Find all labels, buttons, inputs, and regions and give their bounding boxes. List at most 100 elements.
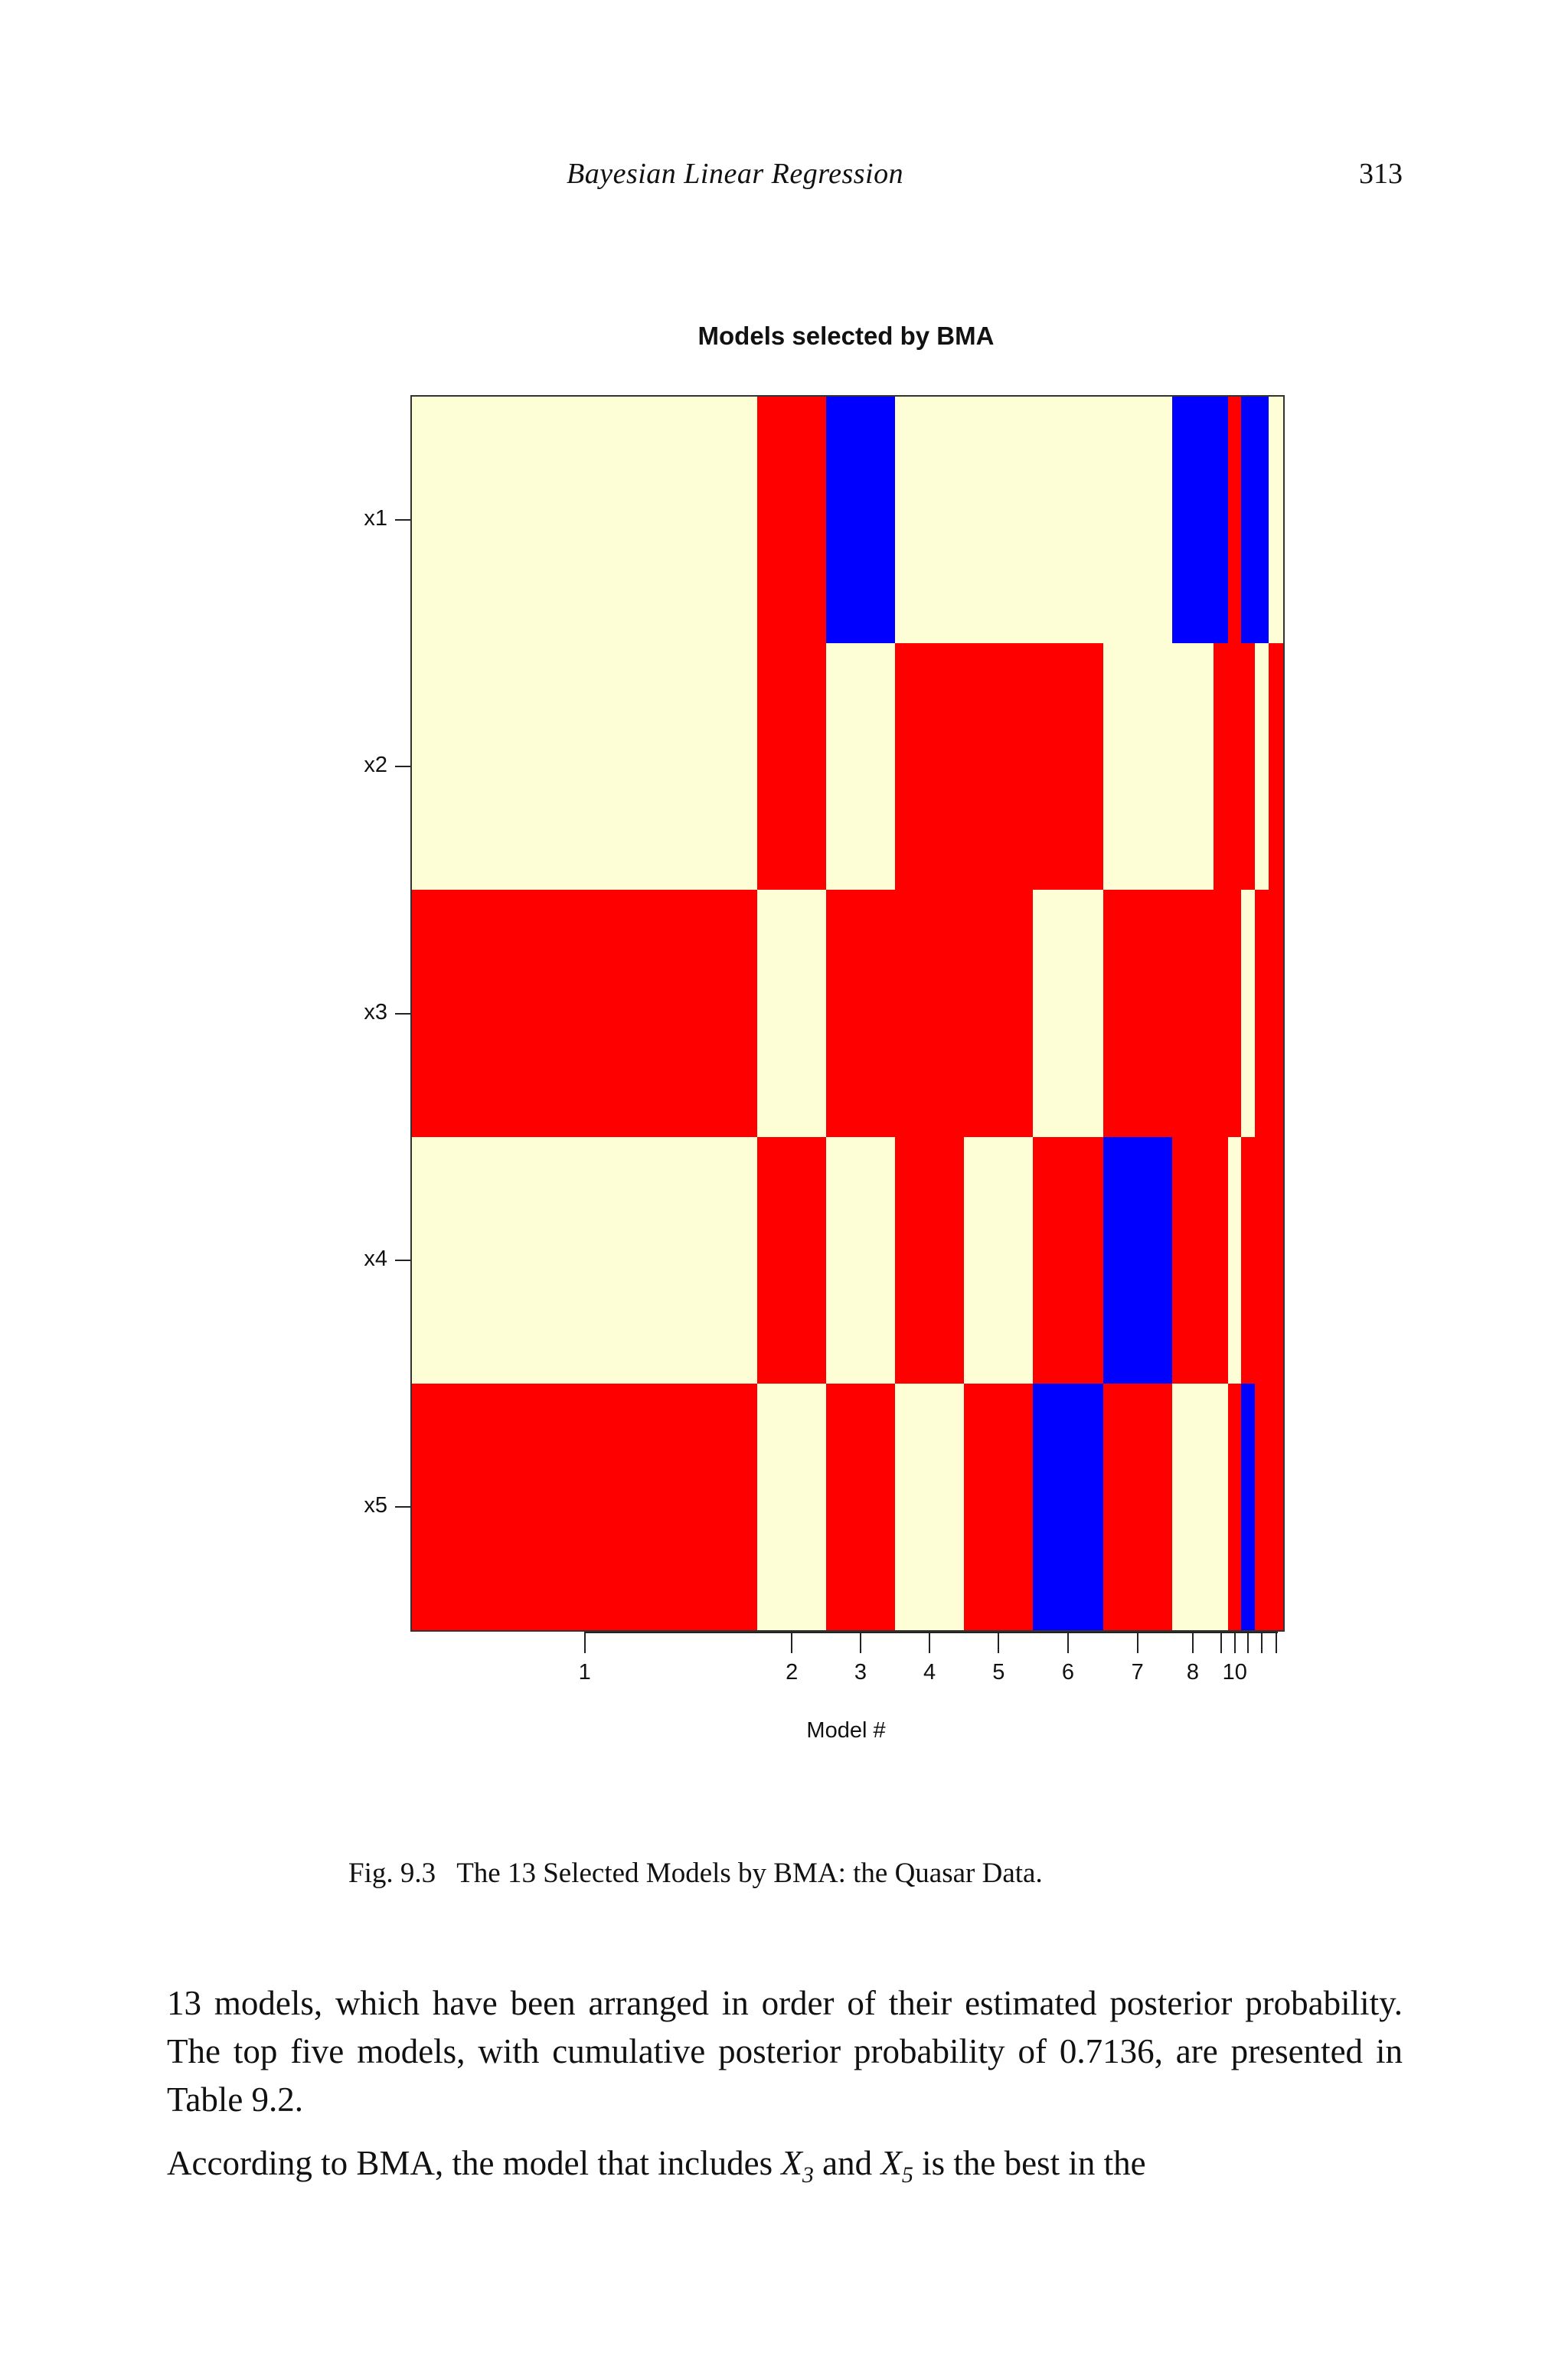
heatmap-cell (1228, 890, 1242, 1138)
heatmap-cell (964, 1383, 1034, 1630)
heatmap-cell (1269, 397, 1283, 644)
x-tick (1247, 1632, 1250, 1653)
heatmap-cell (1102, 890, 1173, 1138)
x-tick-label: 2 (786, 1660, 799, 1685)
heatmap-cell (1214, 1383, 1229, 1630)
heatmap-cell (894, 1136, 965, 1384)
x-tick-label: 6 (1061, 1660, 1075, 1685)
x-tick (1136, 1632, 1138, 1653)
heatmap-cell (1255, 1136, 1269, 1384)
heatmap-cell (412, 890, 758, 1138)
math-var-x5: X5 (880, 2144, 913, 2188)
y-tick (395, 519, 410, 521)
math-symbol: X (880, 2144, 902, 2182)
running-head: Bayesian Linear Regression 313 (0, 157, 1568, 195)
heatmap-cell (412, 1136, 758, 1384)
x-tick-label: 1 (578, 1660, 591, 1685)
heatmap-cell (964, 1136, 1034, 1384)
heatmap-cell (1171, 890, 1214, 1138)
x-tick-label: 4 (923, 1660, 936, 1685)
paragraph-2-text: and (813, 2144, 881, 2182)
heatmap-cell (964, 643, 1034, 891)
heatmap-cell (1102, 1136, 1173, 1384)
heatmap-cell (412, 1383, 758, 1630)
paragraph-2: According to BMA, the model that include… (167, 2139, 1403, 2199)
heatmap-cell (1255, 643, 1269, 891)
heatmap-cell (894, 890, 965, 1138)
y-tick-label: x2 (364, 753, 387, 778)
heatmap-cell (826, 397, 896, 644)
heatmap-cell (412, 643, 758, 891)
heatmap-cell (1241, 397, 1256, 644)
heatmap-cell (1033, 1136, 1104, 1384)
body-text: 13 models, which have been arranged in o… (167, 1979, 1403, 2214)
figure-caption: Fig. 9.3 The 13 Selected Models by BMA: … (348, 1857, 1043, 1890)
heatmap-cell (757, 643, 827, 891)
heatmap-cell (1241, 890, 1256, 1138)
heatmap-cell (1033, 643, 1104, 891)
heatmap-cell (1228, 643, 1242, 891)
heatmap-cell (894, 397, 965, 644)
math-subscript: 3 (802, 2162, 814, 2188)
x-tick (1261, 1632, 1263, 1653)
x-tick (791, 1632, 793, 1653)
heatmap-cell (1171, 397, 1214, 644)
heatmap-cell (826, 1136, 896, 1384)
paragraph-1: 13 models, which have been arranged in o… (167, 1984, 1403, 2119)
paragraph-2-text: is the best in the (913, 2144, 1146, 2182)
running-title: Bayesian Linear Regression (567, 158, 904, 190)
heatmap-cell (1033, 397, 1104, 644)
heatmap-cell (964, 397, 1034, 644)
x-tick-label: 3 (854, 1660, 867, 1685)
heatmap-cell (1033, 1383, 1104, 1630)
y-tick-label: x4 (364, 1246, 387, 1271)
heatmap-cell (757, 1136, 827, 1384)
y-tick-label: x1 (364, 506, 387, 531)
x-axis-line (584, 1632, 1278, 1633)
heatmap-cell (1241, 1383, 1256, 1630)
heatmap-cell (1214, 890, 1229, 1138)
heatmap-cell (1241, 643, 1256, 891)
page-number: 313 (1359, 158, 1403, 190)
x-tick-label: 8 (1186, 1660, 1199, 1685)
heatmap-cell (826, 643, 896, 891)
y-tick (395, 1505, 410, 1508)
chart-title: Models selected by BMA (697, 322, 995, 350)
heatmap-cell (1171, 1136, 1214, 1384)
x-tick-label: 7 (1131, 1660, 1144, 1685)
heatmap-cell (1241, 1136, 1256, 1384)
y-tick-label: x3 (364, 999, 387, 1025)
heatmap-cell (757, 1383, 827, 1630)
heatmap-cell (1228, 397, 1242, 644)
x-tick (929, 1632, 931, 1653)
heatmap-cell (1214, 1136, 1229, 1384)
heatmap-cell (1269, 643, 1283, 891)
heatmap-cell (826, 890, 896, 1138)
x-tick (998, 1632, 1000, 1653)
heatmap-cell (894, 1383, 965, 1630)
paragraph-2-text: According to BMA, the model that include… (167, 2144, 782, 2182)
heatmap-cell (1228, 1383, 1242, 1630)
heatmap-cell (1102, 397, 1173, 644)
heatmap-cell (894, 643, 965, 891)
math-var-x3: X3 (781, 2144, 814, 2188)
x-tick-label: 5 (992, 1660, 1005, 1685)
x-tick (859, 1632, 861, 1653)
heatmap-cell (964, 890, 1034, 1138)
x-tick (1275, 1632, 1277, 1653)
heatmap-cell (1214, 643, 1229, 891)
heatmap-cell (1255, 1383, 1269, 1630)
heatmap-cell (1269, 890, 1283, 1138)
x-tick (1191, 1632, 1194, 1653)
heatmap-cell (1255, 890, 1269, 1138)
heatmap-cell (1171, 1383, 1214, 1630)
x-tick (583, 1632, 586, 1653)
heatmap-cell (757, 890, 827, 1138)
y-tick (395, 766, 410, 768)
heatmap-plot-area (410, 395, 1285, 1632)
x-tick (1220, 1632, 1222, 1653)
heatmap-cell (1228, 1136, 1242, 1384)
x-axis-title: Model # (806, 1718, 886, 1743)
heatmap-cell (1033, 890, 1104, 1138)
caption-text: The 13 Selected Models by BMA: the Quasa… (456, 1858, 1043, 1889)
